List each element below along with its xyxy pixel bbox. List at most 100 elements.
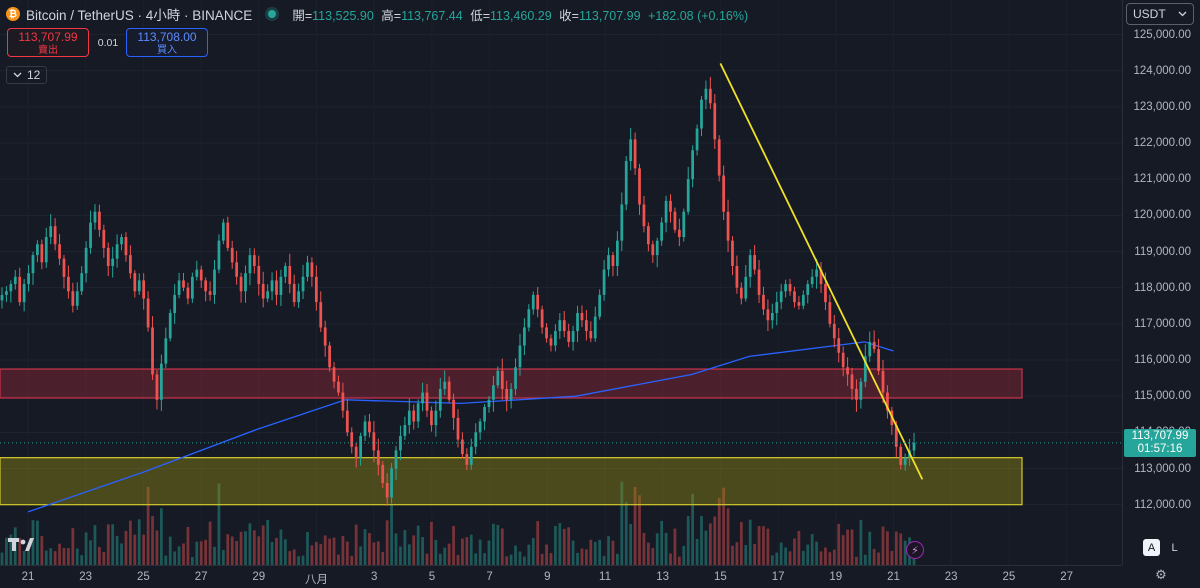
volume-bar (784, 547, 787, 565)
volume-bar (757, 526, 761, 565)
volume-bar (708, 523, 712, 565)
candle (208, 281, 212, 301)
tradingview-logo-icon[interactable] (8, 536, 38, 557)
volume-bar (474, 553, 478, 565)
volume-bar (182, 543, 185, 565)
candle-body (567, 331, 571, 342)
candle (235, 250, 239, 285)
candle (363, 415, 367, 442)
candle (341, 382, 345, 418)
candle (682, 208, 686, 242)
volume-bar (80, 555, 84, 565)
candle (585, 309, 588, 341)
settings-gear-icon[interactable]: ⚙ (1155, 567, 1167, 582)
candle (708, 76, 712, 109)
volume-bar (248, 523, 252, 565)
sell-button[interactable]: 113,707.99 賣出 (7, 28, 89, 57)
candle (257, 255, 261, 296)
volume-bar (173, 551, 177, 565)
candle-body (190, 276, 194, 299)
chart-header: ₿ Bitcoin / TetherUS · 4小時 · BINANCE 開=1… (6, 4, 752, 24)
log-scale-button[interactable]: L (1171, 541, 1178, 554)
candle (430, 406, 433, 432)
auto-scale-button[interactable]: A (1143, 539, 1160, 556)
lightning-icon[interactable]: ⚡ (906, 541, 924, 559)
volume-bar (562, 528, 566, 565)
candle (487, 396, 491, 413)
time-tick-label: 21 (21, 571, 35, 583)
sell-label: 賣出 (38, 45, 58, 56)
candlesticks (0, 76, 916, 506)
indicator-count: 12 (27, 68, 41, 82)
candle (509, 383, 513, 409)
candle-body (337, 381, 340, 393)
candle-body (850, 374, 854, 389)
chevron-down-icon (1178, 11, 1187, 17)
volume-bar (735, 542, 739, 565)
candle-body (837, 338, 841, 353)
time-tick-label: 9 (544, 571, 551, 583)
candle-body (646, 226, 650, 245)
candle-body (748, 255, 752, 277)
volume-bar (832, 549, 836, 565)
price-chart-plot[interactable] (0, 0, 1122, 565)
volume-bar (855, 556, 858, 565)
candle-body (469, 446, 473, 465)
candle (297, 283, 300, 308)
candle-body (376, 450, 380, 465)
volume-bar (841, 535, 845, 565)
candle-body (407, 410, 411, 426)
price-tick-label: 113,000.00 (1134, 462, 1191, 475)
candle-body (700, 99, 703, 129)
candle-body (49, 226, 53, 238)
candle-body (102, 229, 106, 248)
time-tick-label: 21 (887, 571, 900, 583)
candle-body (345, 410, 349, 433)
candle (651, 240, 655, 263)
volume-bar (655, 533, 659, 565)
volume-bar (252, 530, 256, 565)
candle (84, 241, 88, 283)
candle (669, 194, 672, 223)
volume-bar (319, 543, 323, 565)
volume-bar (806, 544, 810, 565)
candle-body (797, 302, 801, 306)
symbol-title[interactable]: Bitcoin / TetherUS · 4小時 · BINANCE (26, 8, 253, 23)
buy-button[interactable]: 113,708.00 買入 (126, 28, 208, 57)
candle-body (182, 280, 185, 288)
candle (62, 255, 66, 289)
candle-body (221, 222, 225, 241)
candle-body (846, 367, 849, 375)
volume-bar (461, 538, 464, 565)
volume-bar (84, 532, 88, 565)
candle-body (124, 237, 128, 256)
candle (624, 156, 628, 211)
candle-body (434, 410, 438, 426)
candle (443, 370, 447, 396)
volume-bar (744, 545, 748, 565)
candle-body (40, 244, 44, 263)
last-price-value: 113,707.99 (1131, 429, 1189, 442)
candle-body (447, 381, 451, 400)
candle (868, 331, 872, 362)
candle (226, 216, 230, 252)
candle-body (275, 280, 278, 295)
candle-body (518, 345, 522, 368)
candle (71, 282, 75, 313)
candle-body (13, 276, 17, 285)
candle-body (67, 276, 70, 292)
volume-bar (686, 516, 690, 565)
volume-bar (492, 523, 495, 565)
volume-bar (230, 536, 234, 565)
candle (58, 234, 61, 265)
candle-body (620, 204, 624, 241)
currency-select[interactable]: USDT (1126, 3, 1194, 25)
time-axis[interactable]: 21 23 25 27 29 八月 3 5 7 9 11 13 15 17 19 21 23 25 27 (0, 565, 1122, 588)
volume-bar (283, 539, 287, 565)
candle (155, 370, 159, 410)
candle-body (819, 269, 823, 285)
candle (673, 207, 677, 233)
price-axis[interactable]: 125,000.00 124,000.00 123,000.00 122,000.00… (1122, 0, 1200, 565)
indicators-toggle-button[interactable]: 12 (6, 66, 48, 84)
candle-body (602, 269, 606, 295)
